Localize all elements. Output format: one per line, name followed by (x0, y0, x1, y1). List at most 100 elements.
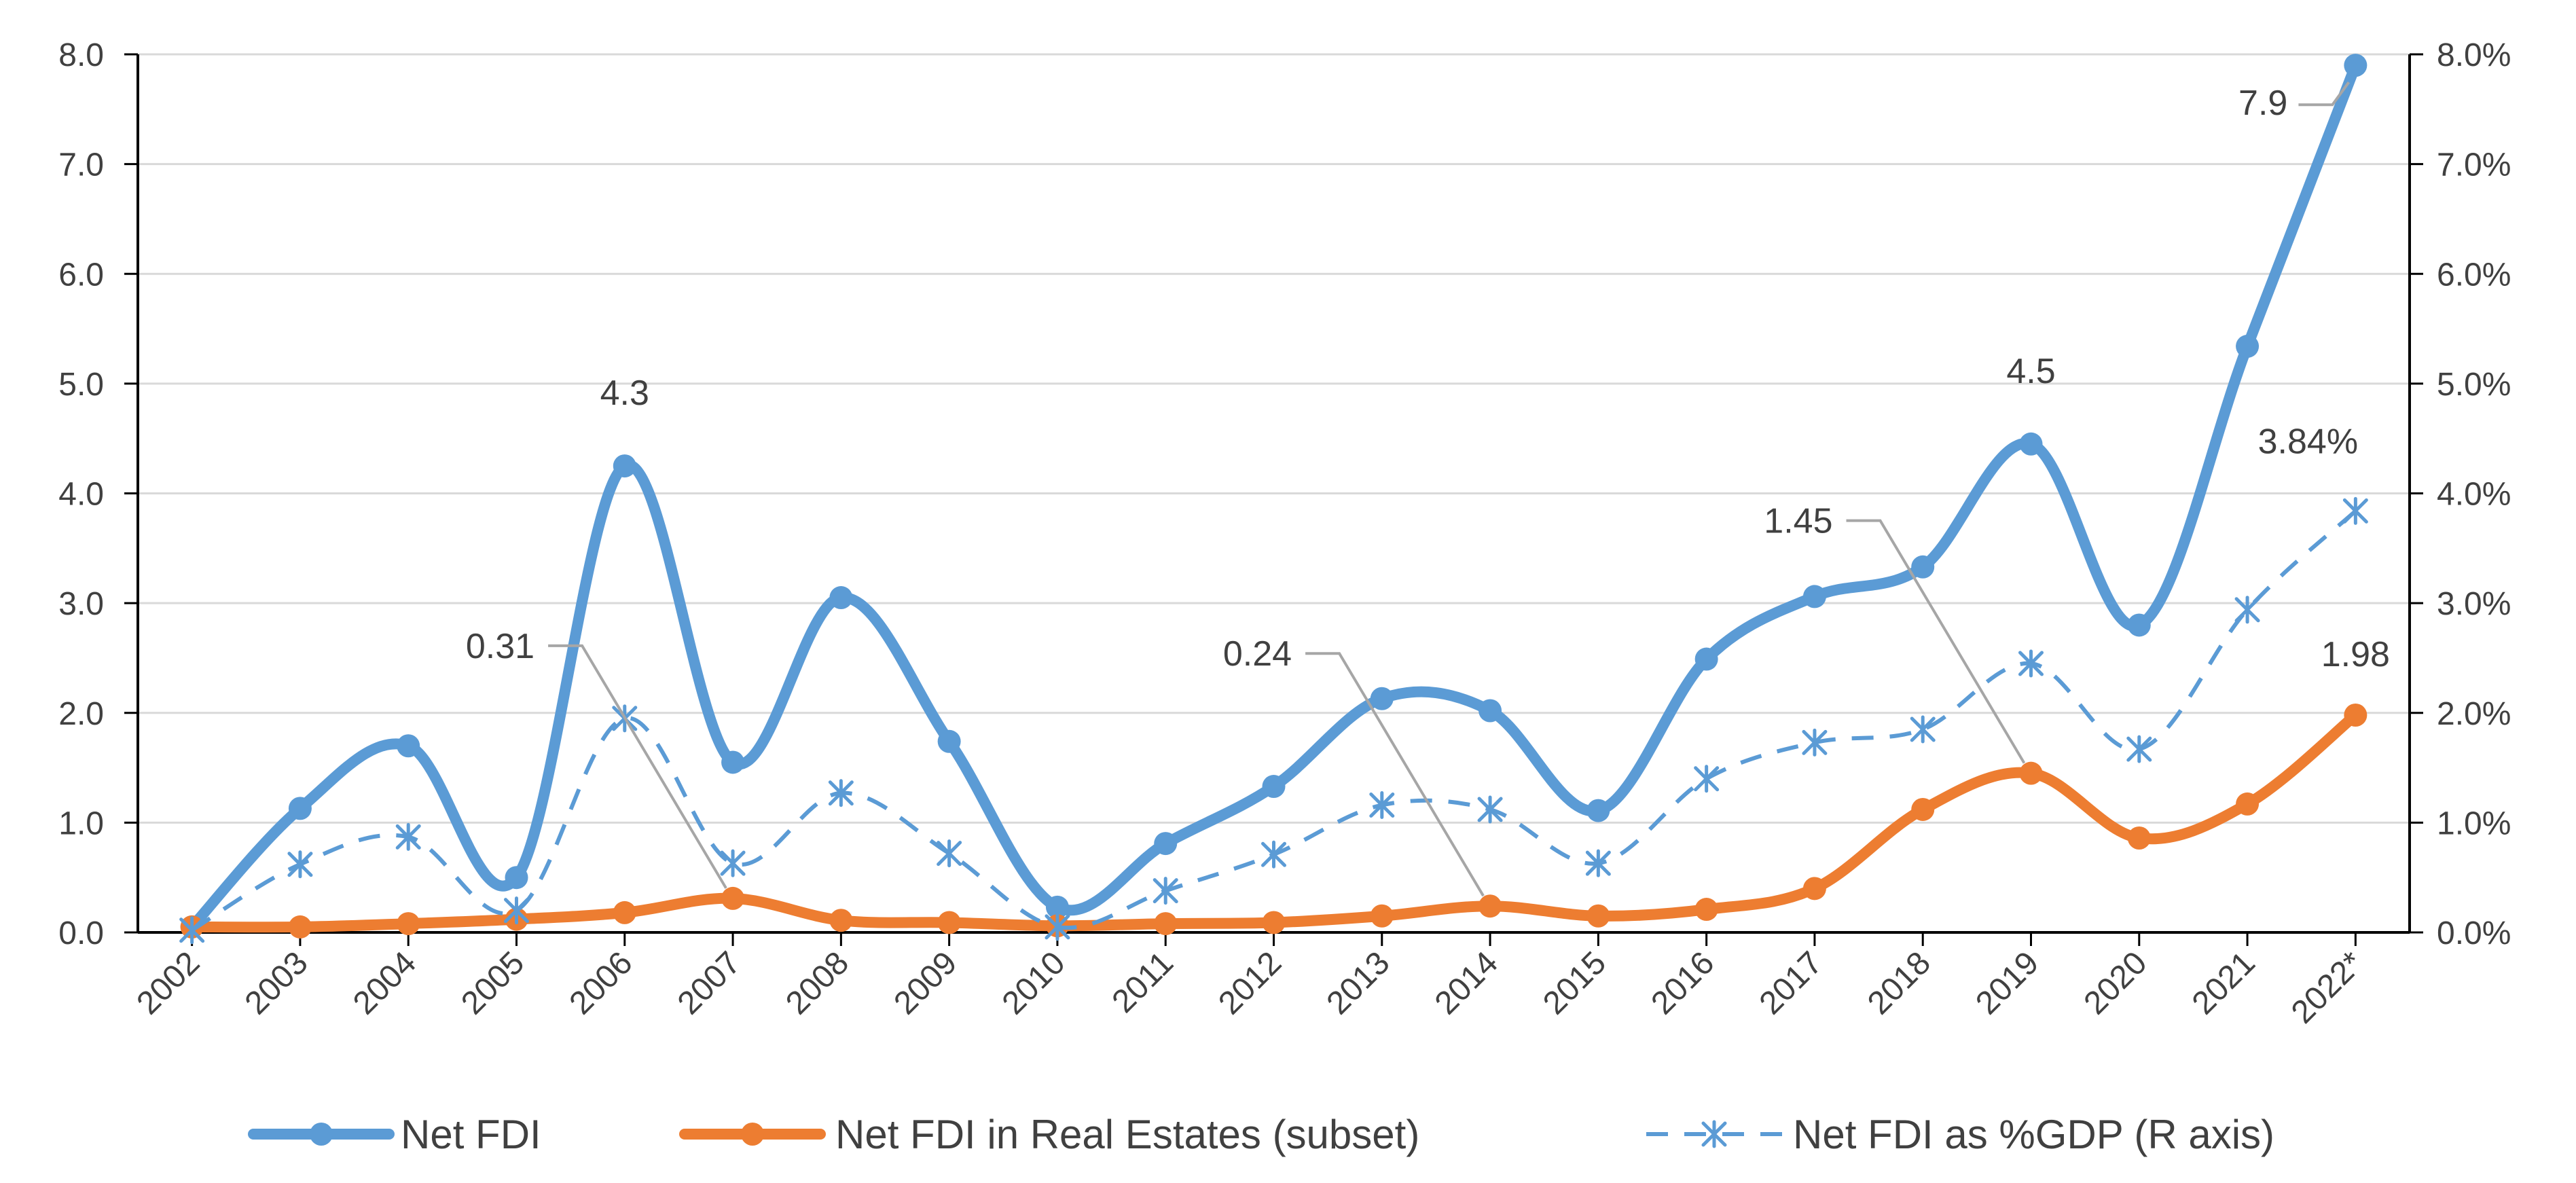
data-label: 0.31 (466, 627, 534, 666)
data-point (1261, 840, 1286, 869)
data-point (1477, 795, 1503, 824)
data-point (937, 839, 962, 868)
data-point (1911, 555, 1935, 579)
x-axis-tick-label: 2005 (454, 945, 531, 1021)
data-point (613, 454, 636, 478)
data-point (2127, 613, 2151, 637)
right-axis-tick-label: 0.0% (2437, 915, 2511, 951)
data-point (937, 911, 961, 934)
data-label: 0.24 (1223, 634, 1292, 674)
data-point (1911, 797, 1935, 821)
data-label: 1.45 (1764, 502, 1832, 541)
data-point (720, 849, 746, 877)
data-point (829, 909, 853, 932)
legend-label: Net FDI as %GDP (R axis) (1793, 1112, 2274, 1157)
data-labels: 4.3 4.5 7.9 0.31 0.24 1.45 1.98 3.84% (466, 81, 2390, 897)
right-axis-tick-label: 8.0% (2437, 37, 2511, 73)
x-axis-tick-label: 2006 (563, 945, 640, 1021)
left-axis-tick-label: 7.0 (58, 147, 104, 183)
series-0 (180, 54, 2368, 939)
data-point (1802, 585, 1826, 608)
x-axis-tick-label: 2018 (1861, 945, 1938, 1021)
gridlines (138, 53, 2410, 824)
legend-item-2: Net FDI as %GDP (R axis) (1646, 1112, 2274, 1157)
series (179, 54, 2368, 945)
x-axis-tick-label: 2020 (2078, 945, 2154, 1021)
data-point (1153, 877, 1178, 905)
legend-swatch-marker (310, 1123, 333, 1146)
data-point (288, 797, 312, 820)
data-point (2018, 649, 2044, 678)
x-axis-tick-label: 2012 (1212, 945, 1288, 1021)
data-label: 1.98 (2321, 635, 2390, 674)
x-axis-tick-label: 2011 (1106, 945, 1180, 1019)
right-axis-tick-label: 5.0% (2437, 367, 2511, 403)
data-point (2126, 735, 2152, 763)
data-point (1802, 728, 1828, 757)
x-axis-tick-label: 2010 (996, 945, 1072, 1021)
data-point (397, 912, 420, 936)
data-point (2127, 826, 2151, 850)
data-point (828, 779, 854, 807)
left-axis-tick-label: 6.0 (58, 257, 104, 293)
right-axis-tick-label: 3.0% (2437, 586, 2511, 622)
left-axis-tick-label: 8.0 (58, 37, 104, 73)
x-axis-tick-label: 2022* (2285, 945, 2370, 1030)
data-point (1586, 799, 1610, 822)
x-axis-tick-label: 2014 (1428, 945, 1505, 1021)
legend-item-0: Net FDI (248, 1112, 541, 1157)
left-axis-tick-label: 1.0 (58, 805, 104, 841)
data-point (1154, 912, 1178, 936)
x-axis-tick-label: 2007 (671, 945, 748, 1021)
x-axis-tick-label: 2021 (2185, 945, 2262, 1021)
data-point (1262, 775, 1286, 799)
leader-line (1846, 519, 2026, 764)
x-axis-tick-label: 2002 (130, 945, 206, 1021)
right-axis-tick-label: 7.0% (2437, 147, 2511, 183)
left-axis-tick-label: 5.0 (58, 367, 104, 403)
x-axis-tick-label: 2003 (238, 945, 315, 1021)
data-point (937, 729, 961, 753)
x-axis-tick-label: 2019 (1969, 945, 2046, 1021)
data-point (829, 586, 853, 610)
legend-label: Net FDI in Real Estates (subset) (835, 1112, 1419, 1157)
right-axis-tick-label: 2.0% (2437, 696, 2511, 732)
x-axis-tick-label: 2004 (346, 945, 423, 1021)
legend: Net FDI Net FDI in Real Estates (subset) N… (248, 1112, 2274, 1157)
legend-item-1: Net FDI in Real Estates (subset) (679, 1112, 1419, 1157)
leader-line (548, 644, 727, 889)
data-point (1694, 647, 1718, 671)
data-point (1479, 699, 1502, 723)
data-point (2344, 54, 2368, 77)
data-point (1045, 895, 1069, 919)
data-point (397, 734, 420, 758)
x-axis-tick-label: 2017 (1753, 945, 1830, 1021)
series-line (191, 509, 2357, 932)
legend-label: Net FDI (401, 1112, 541, 1157)
data-point (613, 900, 636, 924)
right-axis-tick-label: 4.0% (2437, 477, 2511, 513)
right-axis-tick-label: 1.0% (2437, 805, 2511, 841)
data-point (179, 916, 205, 945)
data-point (2236, 792, 2260, 816)
data-label: 3.84% (2258, 422, 2358, 461)
series-2 (179, 496, 2368, 945)
data-point (504, 896, 529, 925)
leader-line (1305, 652, 1485, 897)
data-point (2236, 334, 2260, 358)
data-point (2344, 703, 2368, 727)
data-point (287, 850, 313, 879)
data-point (1370, 687, 1394, 710)
data-point (1479, 894, 1502, 918)
data-point (1802, 877, 1826, 900)
right-axis-tick-label: 6.0% (2437, 257, 2511, 293)
data-point (721, 750, 745, 774)
data-point (395, 822, 421, 851)
data-point (1045, 913, 1070, 941)
series-line (186, 60, 2361, 932)
data-point (1910, 715, 1936, 744)
data-point (2019, 761, 2043, 785)
leader-line (2298, 81, 2351, 107)
data-point (1586, 904, 1610, 928)
